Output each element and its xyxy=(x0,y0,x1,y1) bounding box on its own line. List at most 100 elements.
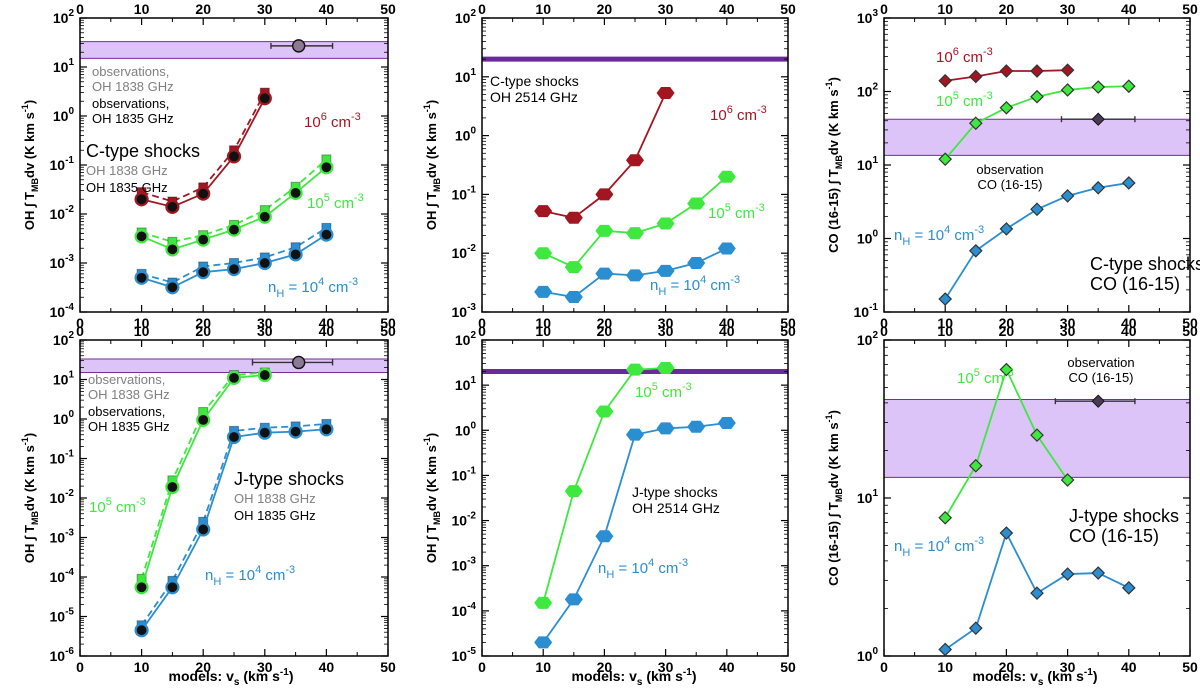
p5-point-1-5 xyxy=(687,420,706,433)
p6-xtick-label-top: 30 xyxy=(1060,323,1076,339)
p1-point-3-1 xyxy=(165,242,180,257)
p1-xtick-label: 50 xyxy=(380,315,396,331)
p3-point-1-1 xyxy=(968,116,983,131)
p2-n4: nH = 104 cm-3 xyxy=(650,274,740,298)
p2-point-2-5 xyxy=(687,257,706,270)
p4-point-1-3 xyxy=(226,370,242,385)
p6-xtick-label: 30 xyxy=(1060,659,1076,675)
p5-xtick-label-top: 40 xyxy=(719,323,735,339)
p3-n5: 105 cm-3 xyxy=(936,90,993,110)
p1-point-3-2 xyxy=(196,232,211,247)
p6-xtick-label-top: 50 xyxy=(1182,323,1198,339)
p2-xtick-label-top: 20 xyxy=(597,1,613,17)
p1-point-3-4 xyxy=(257,209,272,224)
p3-point-0-4 xyxy=(1060,63,1075,78)
p4-point-3-2 xyxy=(196,522,211,537)
p2-n6: 106 cm-3 xyxy=(710,104,767,124)
p1-xtick-label: 30 xyxy=(257,315,273,331)
p1-xtick-label-top: 0 xyxy=(76,1,84,17)
p4-obs-point xyxy=(291,355,306,370)
p4-ytick-label: 10-1 xyxy=(50,449,75,467)
p4-point-3-0 xyxy=(134,623,149,638)
p1-ytick-label: 10-2 xyxy=(50,204,75,222)
p6-n5: 105 cm-3 xyxy=(957,367,1014,387)
p3-point-0-2 xyxy=(999,64,1014,78)
p3-obs-point xyxy=(1091,112,1105,126)
p4-ytick-label: 10-3 xyxy=(50,528,75,546)
p5-ytick-label: 101 xyxy=(455,375,477,393)
p1-t1838: OH 1838 GHz xyxy=(86,163,168,178)
p4-xtick-label-top: 50 xyxy=(380,323,396,339)
p2-n5: 105 cm-3 xyxy=(708,202,765,222)
p5-point-1-2 xyxy=(595,530,614,543)
p2-title: C-type shocks OH 2514 GHz xyxy=(490,73,579,105)
p1-point-5-0 xyxy=(134,270,149,285)
p1-ytick-label: 101 xyxy=(53,57,75,75)
p1-obs1835: observations, OH 1835 GHz xyxy=(92,96,174,126)
p5-xtick-label: 50 xyxy=(780,659,796,675)
p4-obs1838: observations, OH 1838 GHz xyxy=(88,372,170,402)
p3-xtick-label: 0 xyxy=(880,315,888,331)
x-axis-label-middle: models: vs (km s-1) xyxy=(572,667,697,688)
p4-ytick-label: 10-6 xyxy=(50,646,75,664)
p5-ytick-label: 100 xyxy=(455,420,477,438)
p5-xtick-label: 40 xyxy=(719,659,735,675)
p6-point-1-1 xyxy=(968,621,983,636)
p2-xtick-label-top: 40 xyxy=(719,1,735,17)
p5-n5: 105 cm-3 xyxy=(635,381,692,401)
p1-point-5-3 xyxy=(226,262,242,277)
p6-ytick-label: 102 xyxy=(857,330,879,348)
p1-point-3-3 xyxy=(226,222,242,237)
p2-xtick-label: 20 xyxy=(597,315,613,331)
p1-point-3-6 xyxy=(319,160,334,175)
p5-xtick-label: 10 xyxy=(535,659,551,675)
p3-xtick-label: 20 xyxy=(999,315,1015,331)
p6-xtick-label-top: 20 xyxy=(999,323,1015,339)
p2-ylabel: OH ∫ TMBdv (K km s-1) xyxy=(422,100,442,230)
p4-point-3-4 xyxy=(257,425,272,440)
p1-n5: 105 cm-3 xyxy=(307,192,364,212)
p4-point-1-1 xyxy=(165,479,180,495)
p2-point-2-0 xyxy=(534,285,553,298)
p5-series-line-1 xyxy=(542,422,727,643)
p3-point-2-6 xyxy=(1121,176,1136,190)
p1-point-5-5 xyxy=(288,247,303,262)
p1-n6: 106 cm-3 xyxy=(304,111,361,131)
p4-t1835: OH 1835 GHz xyxy=(234,508,316,523)
p6-ytick-label: 101 xyxy=(857,488,879,506)
p5-point-0-3 xyxy=(626,363,644,376)
p5-ytick-label: 10-5 xyxy=(452,646,477,664)
p3-ytick-label: 10-1 xyxy=(854,302,879,320)
p5-xtick-label: 0 xyxy=(478,659,486,675)
p5-point-1-1 xyxy=(564,593,583,606)
p5-title: J-type shocks OH 2514 GHz xyxy=(632,484,720,516)
p5-point-0-0 xyxy=(534,596,553,609)
p3-point-2-5 xyxy=(1091,180,1106,195)
p6-point-1-6 xyxy=(1121,580,1136,595)
p3-point-2-0 xyxy=(938,292,953,306)
p4-ytick-label: 10-4 xyxy=(50,567,75,585)
p2-point-1-3 xyxy=(626,227,644,240)
p3-xtick-label-top: 30 xyxy=(1060,1,1076,17)
p6-xtick-label-top: 10 xyxy=(937,323,953,339)
p1-xtick-label-top: 20 xyxy=(195,1,211,17)
p1-xtick-label-top: 10 xyxy=(134,1,150,17)
p3-point-2-4 xyxy=(1060,189,1075,203)
p3-point-1-0 xyxy=(938,152,953,167)
p3-ytick-label: 103 xyxy=(857,8,879,26)
p5-xtick-label-top: 10 xyxy=(535,323,551,339)
p4-xtick-label: 50 xyxy=(380,659,396,675)
p1-title: C-type shocks xyxy=(86,141,200,161)
p4-obs1835: observations, OH 1835 GHz xyxy=(88,404,170,434)
p2-point-2-4 xyxy=(656,264,675,277)
p4-xtick-label-top: 40 xyxy=(319,323,335,339)
p6-point-0-4 xyxy=(1060,473,1075,487)
p2-point-2-3 xyxy=(626,269,644,282)
p5-point-0-1 xyxy=(564,485,583,498)
p6-xtick-label-top: 40 xyxy=(1121,323,1137,339)
p3-ylabel: CO (16-15) ∫ TMBdv (K km s-1) xyxy=(824,77,844,253)
p4-xtick-label-top: 30 xyxy=(257,323,273,339)
p6-xtick-label: 50 xyxy=(1182,659,1198,675)
p1-ylabel: OH ∫ TMBdv (K km s-1) xyxy=(20,100,40,230)
p4-xtick-label: 30 xyxy=(257,659,273,675)
